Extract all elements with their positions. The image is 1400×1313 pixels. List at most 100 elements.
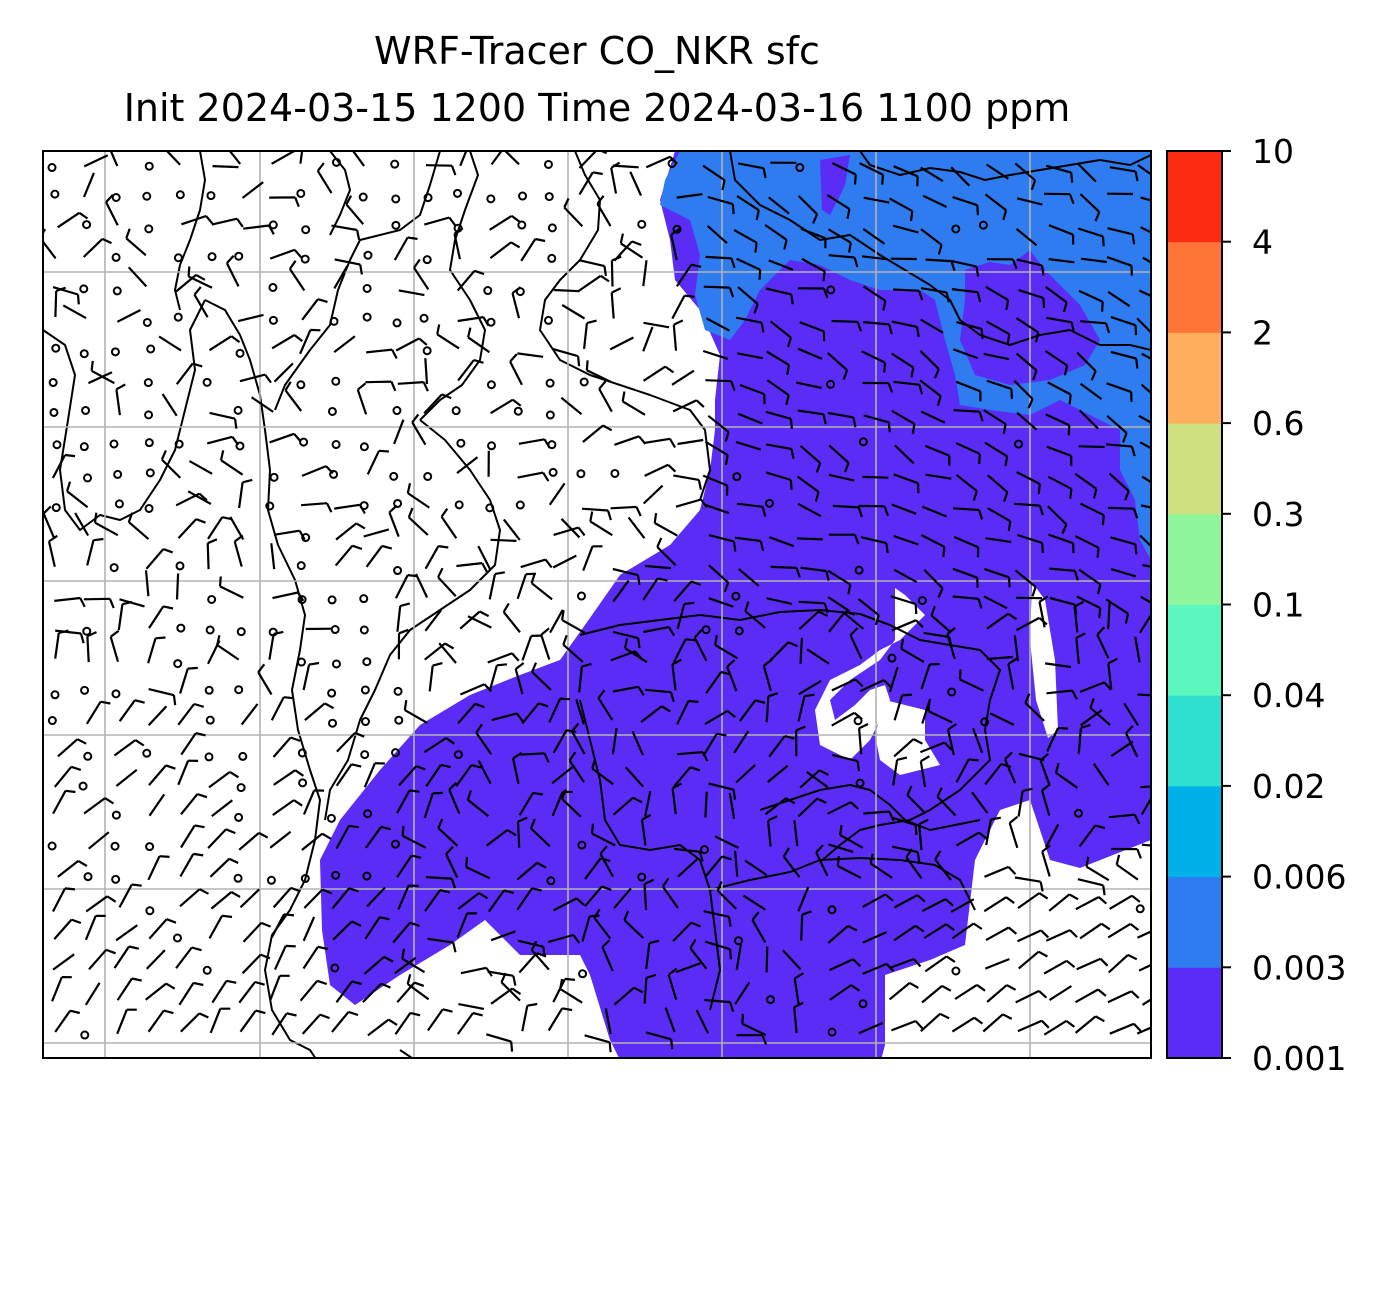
wind-barb [459, 151, 468, 167]
wind-barb [863, 196, 890, 204]
wind-barb [552, 897, 585, 912]
colorbar-segment [1167, 513, 1222, 605]
wind-barb [365, 380, 397, 392]
wind-barb [269, 432, 302, 444]
wind-barb [208, 770, 239, 789]
wind-barb [827, 924, 858, 944]
calm-wind-circle [362, 657, 372, 667]
wind-barb [1044, 823, 1060, 848]
wind-barb [842, 611, 864, 630]
wind-barb [553, 288, 580, 293]
wind-barb [55, 629, 85, 644]
wind-barb [559, 978, 583, 1004]
wind-barb [737, 412, 763, 425]
wind-barb [734, 536, 765, 551]
wind-barb [612, 796, 643, 816]
wind-barb [765, 946, 769, 973]
calm-wind-circle [359, 442, 369, 452]
wind-barb [335, 522, 366, 541]
wind-barb [459, 610, 490, 630]
wind-barb [644, 437, 676, 448]
calm-wind-circle [83, 751, 93, 761]
wind-barb [438, 642, 457, 664]
wind-barb [180, 824, 205, 849]
wind-barb [742, 894, 766, 911]
calm-wind-circle [331, 157, 341, 167]
wind-barb [955, 442, 981, 464]
wind-barb [728, 792, 736, 819]
calm-wind-circle [82, 626, 92, 636]
wind-barb [490, 930, 516, 942]
wind-barb [624, 766, 645, 788]
calm-wind-circle [80, 1030, 90, 1040]
wind-barb [677, 858, 698, 878]
wind-barb [456, 269, 485, 292]
wind-barb [425, 763, 451, 788]
wind-barb [458, 1003, 485, 1010]
wind-barb [1018, 752, 1045, 762]
wind-barb [54, 286, 66, 318]
wind-barb [983, 896, 1015, 913]
wind-barb [707, 195, 735, 215]
wind-barb [206, 538, 218, 570]
wind-barb [175, 573, 180, 600]
calm-wind-circle [326, 813, 336, 823]
colorbar-segment [1167, 695, 1222, 787]
wind-barb [1046, 726, 1069, 753]
calm-wind-circle [547, 253, 557, 263]
wind-barb [796, 475, 820, 502]
wind-barb [860, 536, 889, 554]
wind-barb [578, 171, 603, 196]
wind-barb [764, 797, 796, 816]
wind-barb [209, 411, 238, 429]
wind-barb [477, 760, 492, 785]
wind-barb [86, 537, 104, 566]
calm-wind-circle [78, 781, 88, 791]
wind-barb [735, 440, 762, 451]
wind-barb [88, 831, 110, 850]
wind-barb [1136, 930, 1151, 939]
wind-barb [1015, 352, 1038, 381]
wind-barb [187, 490, 212, 505]
calm-wind-circle [172, 933, 182, 943]
calm-wind-circle [764, 498, 774, 508]
wind-barb [921, 898, 954, 912]
wind-barb [466, 790, 489, 817]
wind-barb [1142, 563, 1151, 568]
wind-barb [829, 958, 862, 972]
wind-barb [612, 567, 641, 586]
wind-barb [1140, 785, 1151, 789]
wind-barb [695, 1009, 710, 1034]
wind-barb [768, 734, 795, 758]
wind-barb [672, 399, 705, 413]
calm-wind-circle [917, 596, 927, 606]
wind-barb [1074, 535, 1100, 558]
wind-barb [1141, 475, 1151, 484]
wind-barb [52, 953, 75, 971]
wind-barb [302, 916, 316, 942]
wind-barb [862, 227, 886, 245]
calm-wind-circle [48, 378, 58, 388]
wind-barb [643, 321, 670, 329]
calm-wind-circle [389, 471, 399, 481]
wind-barb [714, 634, 739, 660]
wind-barb [839, 824, 864, 849]
wind-barb [302, 661, 320, 691]
colorbar-tick-label: 0.006 [1252, 858, 1346, 897]
wind-barb [560, 396, 583, 416]
wind-barb [1048, 224, 1075, 245]
wind-barb [799, 321, 826, 342]
wind-barb [512, 751, 523, 785]
wind-barb [490, 151, 503, 166]
wind-barb [423, 216, 457, 227]
calm-wind-circle [50, 189, 60, 199]
wind-barb [806, 648, 830, 665]
calm-wind-circle [207, 252, 217, 262]
wind-barb [832, 504, 863, 518]
wind-barb [782, 949, 802, 971]
calm-wind-circle [234, 685, 244, 695]
wind-barb [238, 831, 269, 851]
wind-barb [704, 855, 732, 878]
wind-barb [365, 544, 393, 568]
wind-barb [1014, 569, 1037, 597]
